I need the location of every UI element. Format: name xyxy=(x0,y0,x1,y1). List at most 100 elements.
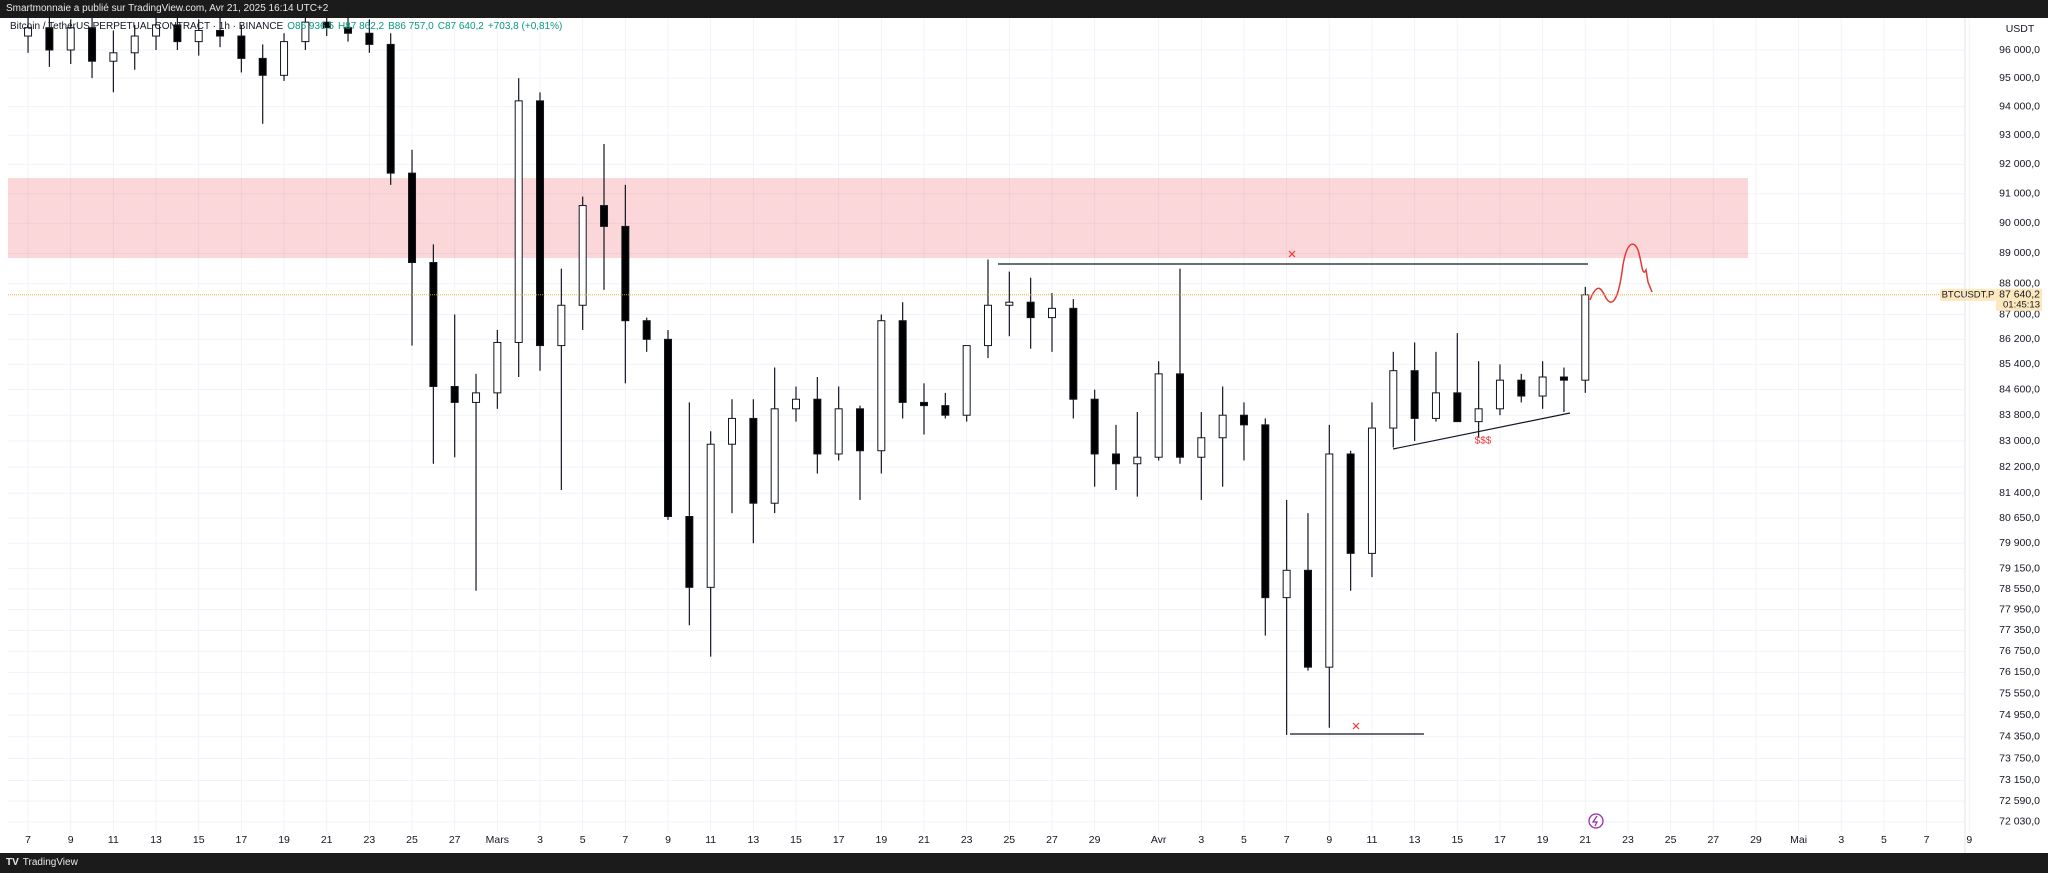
x-tick-label: 17 xyxy=(833,834,845,846)
x-tick-label: Avr xyxy=(1151,834,1167,846)
candle-body xyxy=(1346,453,1355,554)
ohlc-value: H87 862,2 xyxy=(337,21,385,32)
candle-body xyxy=(1261,424,1270,599)
candle-body xyxy=(1175,373,1184,458)
candle-body xyxy=(386,43,395,174)
candle-body xyxy=(749,417,758,504)
x-tick-label: 7 xyxy=(622,834,628,846)
x-tick-label: Mai xyxy=(1790,834,1807,846)
symbol-label: BTCUSDT.P xyxy=(1942,289,1995,300)
projection-sketch xyxy=(1589,243,1653,303)
x-tick-label: 23 xyxy=(961,834,973,846)
y-tick-label: 79 150,0 xyxy=(1999,562,2040,574)
y-tick-label: 87 000,0 xyxy=(1999,308,2040,320)
x-tick-label: 27 xyxy=(1707,834,1719,846)
candle-body xyxy=(685,516,694,588)
y-tick-label: 91 000,0 xyxy=(1999,188,2040,200)
x-tick-label: 5 xyxy=(580,834,586,846)
candle-body xyxy=(1453,392,1462,423)
candle-body xyxy=(600,205,609,227)
x-tick-label: 13 xyxy=(150,834,162,846)
y-tick-label: 73 150,0 xyxy=(1999,774,2040,786)
candle-body xyxy=(1005,301,1014,306)
cross xyxy=(1352,722,1360,730)
y-tick-label: 78 550,0 xyxy=(1999,583,2040,595)
chart: $$$ 96 000,0 95 000,0 94 000,0 93 000,0 92 0… xyxy=(8,11,2042,853)
footer: TV TradingView xyxy=(0,853,2048,873)
x-tick-label: 13 xyxy=(1409,834,1421,846)
symbol-badge xyxy=(1940,288,1996,301)
y-tick-label: 88 000,0 xyxy=(1999,278,2040,290)
y-tick-label: 80 650,0 xyxy=(1999,512,2040,524)
candle-body xyxy=(792,398,801,410)
y-tick-label: 92 000,0 xyxy=(1999,158,2040,170)
y-tick-label: 76 150,0 xyxy=(1999,666,2040,678)
x-tick-label: 29 xyxy=(1089,834,1101,846)
candle-body xyxy=(1197,437,1206,458)
y-tick-label: 84 600,0 xyxy=(1999,383,2040,395)
x-tick-label: 3 xyxy=(1198,834,1204,846)
x-tick-label: 3 xyxy=(537,834,543,846)
candle-body xyxy=(88,27,97,62)
candle-body xyxy=(728,417,737,445)
x-tick-label: 27 xyxy=(449,834,461,846)
candle-body xyxy=(408,172,417,264)
x-tick-label: 27 xyxy=(1046,834,1058,846)
x-tick-label: 7 xyxy=(1924,834,1930,846)
x-tick-label: 7 xyxy=(1284,834,1290,846)
top-bar: Smartmonnaie a publié sur TradingView.co… xyxy=(0,0,2048,18)
candle-body xyxy=(301,21,310,43)
candle-body xyxy=(1069,307,1078,400)
candle-body xyxy=(1154,373,1163,458)
replay-icon xyxy=(1588,813,1604,829)
candle-body xyxy=(1325,453,1334,668)
logo: TV xyxy=(6,857,19,868)
y-tick-label: 77 350,0 xyxy=(1999,624,2040,636)
candle-body xyxy=(1111,453,1120,465)
y-tick-label: 94 000,0 xyxy=(1999,100,2040,112)
supply-zone xyxy=(8,178,1748,258)
candle-body xyxy=(66,27,75,51)
candle-body xyxy=(216,29,225,37)
candle-body xyxy=(557,304,566,347)
y-tick-label: 83 800,0 xyxy=(1999,409,2040,421)
candle-body xyxy=(1239,414,1248,426)
candle-body xyxy=(1559,376,1568,381)
ohlc-value: C87 640,2 xyxy=(437,21,484,32)
price-badge xyxy=(1996,288,2042,311)
x-tick-label: 21 xyxy=(918,834,930,846)
candle-body xyxy=(258,57,267,76)
x-tick-label: 11 xyxy=(705,834,716,846)
candle-body xyxy=(1517,379,1526,397)
ohlc-value: O86 936,5 xyxy=(287,21,334,32)
ohlc-value: B86 757,0 xyxy=(388,21,434,32)
drawings xyxy=(998,263,1588,735)
candle-body xyxy=(194,29,203,43)
candle-body xyxy=(1133,456,1142,465)
y-tick-label: 89 000,0 xyxy=(1999,247,2040,259)
candle-body xyxy=(919,401,928,407)
x-tick-label: 25 xyxy=(406,834,418,846)
x-tick-label: 23 xyxy=(364,834,376,846)
candle-body xyxy=(429,262,438,388)
x-tick-label: 25 xyxy=(1003,834,1015,846)
candle-body xyxy=(664,338,673,518)
candle-body xyxy=(1282,569,1291,599)
x-tick-label: 9 xyxy=(665,834,671,846)
x-tick-label: 25 xyxy=(1665,834,1677,846)
candle-body xyxy=(173,24,182,43)
candle-body xyxy=(941,405,950,416)
candle-body xyxy=(813,398,822,455)
x-tick-label: 9 xyxy=(1326,834,1332,846)
x-tick-label: 3 xyxy=(1838,834,1844,846)
x-tick-label: 21 xyxy=(1579,834,1591,846)
candle-body xyxy=(45,27,54,51)
countdown: 01:45:13 xyxy=(2003,299,2040,310)
x-tick-label: Mars xyxy=(486,834,509,846)
candle-body xyxy=(642,320,651,340)
y-tick-label: 73 750,0 xyxy=(1999,752,2040,764)
x-tick-label: 19 xyxy=(1537,834,1549,846)
candle-body xyxy=(898,320,907,403)
candle-body xyxy=(493,341,502,394)
